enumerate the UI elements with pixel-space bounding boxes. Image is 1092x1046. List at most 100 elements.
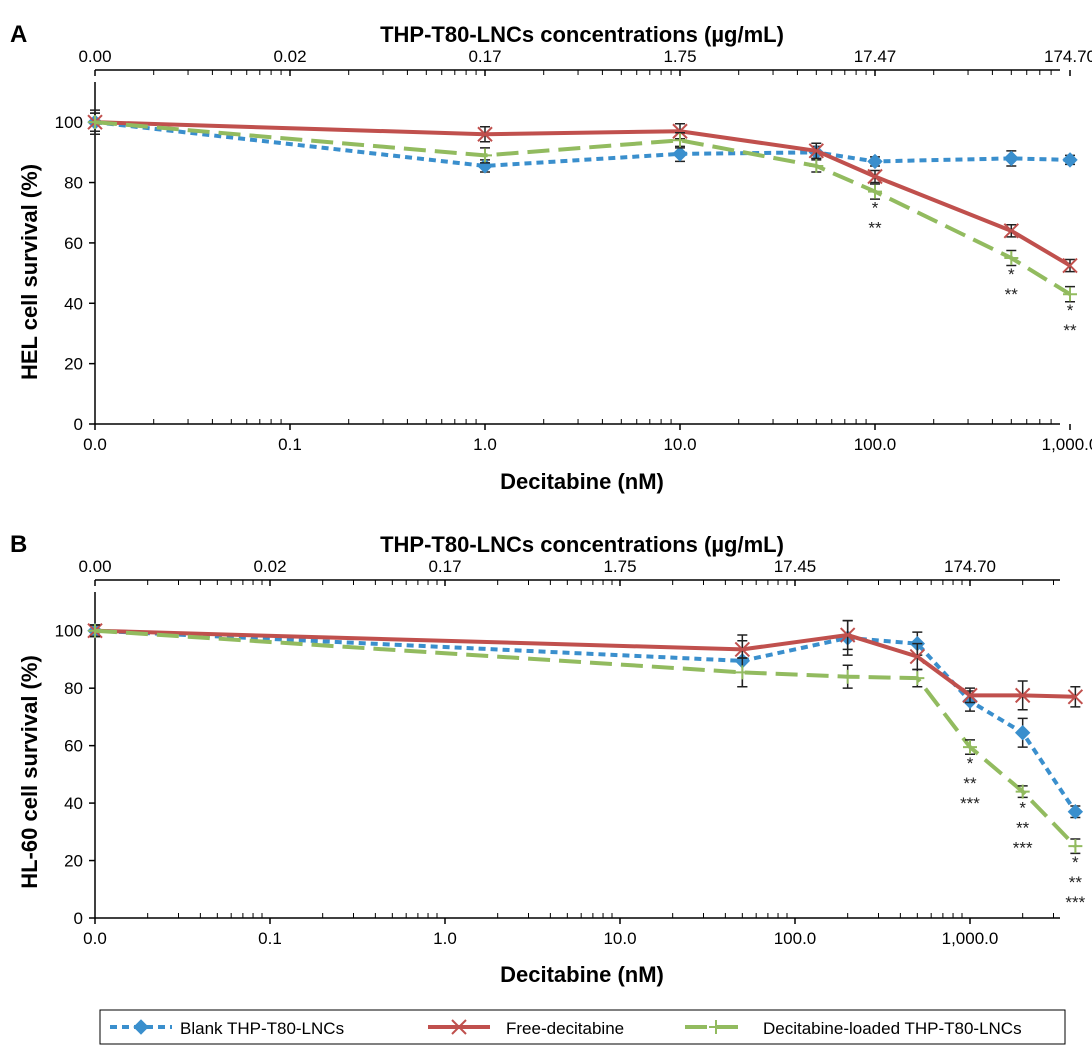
data-point [1067, 689, 1084, 705]
significance-mark: * [1008, 265, 1015, 284]
data-point [909, 648, 926, 665]
legend-swatch-marker [451, 1019, 467, 1035]
y-tick-label: 20 [64, 355, 83, 374]
series-line [94, 120, 1072, 268]
y-tick-label: 20 [64, 852, 83, 871]
top-axis-title: THP-T80-LNCs concentrations (µg/mL) [380, 22, 784, 47]
series-0 [87, 619, 1084, 820]
data-point [1067, 804, 1084, 820]
legend-box [99, 1009, 1066, 1045]
x-tick-label: 1,000.0 [1042, 435, 1092, 454]
x-tick-label: 0.0 [83, 435, 107, 454]
top-tick-label: 0.17 [428, 557, 461, 576]
data-point [809, 158, 824, 173]
top-tick-label: 0.02 [273, 47, 306, 66]
y-tick-label: 0 [74, 909, 83, 928]
top-tick-label: 1.75 [663, 47, 696, 66]
top-tick-label: 174.70 [1044, 47, 1092, 66]
data-point [88, 115, 102, 130]
legend-label-loaded: Decitabine-loaded THP-T80-LNCs [763, 1019, 1022, 1038]
significance-mark: * [872, 199, 879, 218]
series-line [94, 628, 1076, 699]
top-tick-label: 1.75 [603, 557, 636, 576]
panel-a: A THP-T80-LNCs concentrations (µg/mL) De… [10, 21, 1092, 494]
data-point [1062, 257, 1078, 274]
data-point [1063, 287, 1077, 302]
top-tick-label: 0.00 [78, 557, 111, 576]
data-point [808, 143, 825, 159]
panel-label: B [10, 531, 27, 558]
significance-mark: *** [960, 794, 980, 813]
x-axis-title: Decitabine (nM) [500, 469, 664, 494]
x-tick-label: 100.0 [774, 929, 817, 948]
x-tick-label: 0.0 [83, 929, 107, 948]
significance-mark: *** [1065, 893, 1085, 912]
significance-mark: ** [963, 774, 977, 793]
data-point [1014, 725, 1031, 741]
series-0 [87, 109, 1078, 174]
data-point [868, 184, 882, 199]
data-point [840, 669, 855, 684]
y-tick-label: 60 [64, 234, 83, 253]
significance-mark: * [967, 754, 974, 773]
top-tick-label: 17.47 [854, 47, 897, 66]
series-2 [88, 112, 1077, 303]
data-point [734, 641, 751, 658]
x-tick-label: 1,000.0 [942, 929, 999, 948]
y-tick-label: 80 [64, 679, 83, 698]
legend-label-blank: Blank THP-T80-LNCs [180, 1019, 344, 1038]
series-1 [87, 112, 1078, 274]
data-point [963, 740, 977, 755]
significance-mark: ** [1063, 321, 1077, 340]
significance-mark: * [1072, 853, 1079, 872]
series-line [94, 120, 1071, 168]
data-point [867, 168, 883, 185]
series-1 [87, 619, 1084, 711]
legend: Blank THP-T80-LNCs Free-decitabine Decit… [99, 1009, 1066, 1045]
x-tick-label: 1.0 [433, 929, 457, 948]
significance-mark: ** [1069, 873, 1083, 892]
top-tick-label: 0.00 [78, 47, 111, 66]
x-tick-label: 100.0 [854, 435, 897, 454]
y-tick-label: 80 [64, 174, 83, 193]
top-tick-label: 174.70 [944, 557, 996, 576]
x-tick-label: 10.0 [603, 929, 636, 948]
data-point [673, 133, 687, 148]
legend-swatch-marker [709, 1020, 723, 1034]
data-point [839, 627, 856, 643]
y-tick-label: 100 [55, 622, 83, 641]
data-point [1004, 251, 1019, 265]
data-point [1003, 223, 1020, 239]
data-point [88, 623, 102, 638]
data-point [1015, 784, 1030, 799]
data-point [1062, 152, 1078, 168]
series-line [94, 120, 1072, 296]
data-point [477, 126, 493, 142]
legend-swatch-marker [133, 1019, 149, 1035]
top-tick-label: 0.17 [468, 47, 501, 66]
legend-label-free: Free-decitabine [506, 1019, 624, 1038]
significance-mark: *** [1013, 839, 1033, 858]
y-tick-label: 100 [55, 113, 83, 132]
y-tick-label: 60 [64, 737, 83, 756]
data-point [478, 148, 492, 163]
x-tick-label: 0.1 [278, 435, 302, 454]
x-tick-label: 10.0 [663, 435, 696, 454]
significance-mark: ** [1005, 285, 1019, 304]
y-tick-label: 40 [64, 294, 83, 313]
significance-mark: ** [1016, 819, 1030, 838]
data-point [1068, 839, 1083, 854]
data-point [910, 671, 925, 686]
data-point [1003, 150, 1020, 167]
panel-label: A [10, 21, 27, 48]
top-tick-label: 17.45 [774, 557, 817, 576]
data-point [867, 153, 883, 170]
significance-mark: * [1019, 799, 1026, 818]
data-point [672, 123, 688, 139]
y-axis-title: HEL cell survival (%) [17, 164, 42, 380]
data-point [672, 146, 688, 162]
significance-mark: ** [868, 219, 882, 238]
significance-mark: * [1067, 301, 1074, 320]
x-tick-label: 1.0 [473, 435, 497, 454]
